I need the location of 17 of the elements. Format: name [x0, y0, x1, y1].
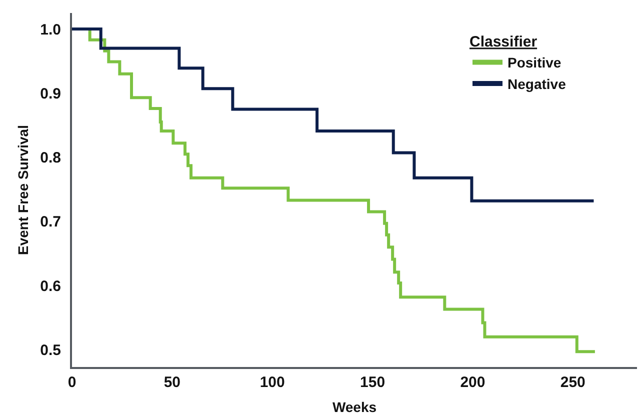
y-tick-label: 1.0	[40, 21, 61, 38]
y-tick-label: 0.9	[40, 85, 61, 102]
y-tick-label: 0.5	[40, 342, 61, 359]
legend-label: Positive	[508, 54, 562, 71]
y-tick-label: 0.6	[40, 278, 61, 295]
y-axis-title: Event Free Survival	[15, 125, 32, 255]
y-tick-label: 0.8	[40, 150, 61, 167]
legend-title: Classifier	[470, 34, 538, 51]
x-axis-title: Weeks	[332, 398, 377, 415]
legend-label: Negative	[508, 76, 566, 92]
y-tick-label: 0.7	[40, 214, 61, 231]
x-tick-label: 100	[260, 374, 285, 391]
x-tick-label: 250	[560, 374, 586, 391]
x-tick-label: 200	[460, 374, 486, 391]
x-tick-label: 150	[360, 374, 386, 391]
x-tick-label: 50	[164, 374, 181, 391]
x-tick-label: 0	[68, 374, 76, 391]
